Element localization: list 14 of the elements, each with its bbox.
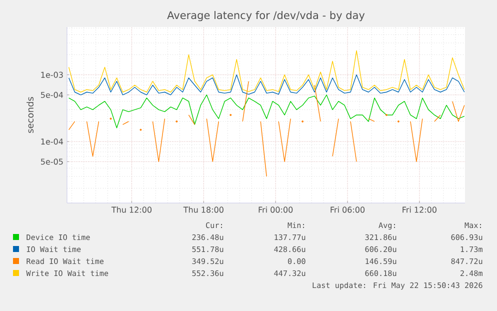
y-tick-label: 1e-04 bbox=[41, 138, 64, 145]
x-tick-label: Fri 00:00 bbox=[258, 206, 293, 213]
x-tick-label: Thu 18:00 bbox=[183, 206, 224, 213]
chart-title: Average latency for /dev/vda - by day bbox=[167, 11, 365, 22]
x-tick-label: Fri 06:00 bbox=[330, 206, 365, 213]
line-series bbox=[68, 94, 465, 128]
y-tick-label: 5e-04 bbox=[41, 92, 64, 98]
x-tick-label: Thu 12:00 bbox=[111, 206, 152, 213]
y-tick-label: 1e-03 bbox=[41, 72, 63, 78]
line-series bbox=[68, 50, 465, 92]
y-axis-title: seconds bbox=[26, 97, 34, 133]
y-tick-label: 5e-05 bbox=[41, 158, 63, 165]
x-tick-label: Fri 12:00 bbox=[402, 206, 436, 213]
line-series bbox=[68, 74, 465, 96]
